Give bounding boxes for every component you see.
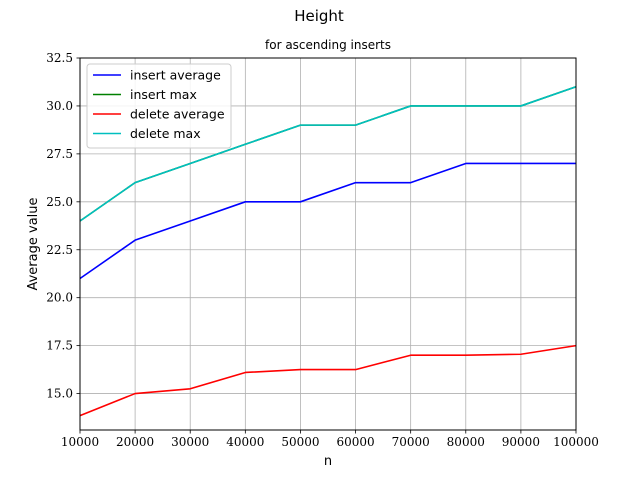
- x-tick-label: 60000: [336, 435, 374, 449]
- chart-title: Height: [294, 7, 344, 25]
- y-tick-label: 17.5: [46, 339, 73, 353]
- x-tick-label: 20000: [116, 435, 154, 449]
- x-tick-label: 70000: [392, 435, 430, 449]
- series-line-delete-average: [79, 344, 577, 417]
- x-axis-ticks: 10000 20000 30000 40000 50000 60000 70000 80000…: [61, 430, 599, 449]
- y-axis-ticks: 15.0 17.5 20.0 22.5 25.0 27.5 30.0 32.5: [46, 51, 80, 401]
- legend-label: delete max: [130, 126, 201, 141]
- series-line-insert-average: [79, 162, 576, 280]
- legend-label: insert max: [130, 87, 197, 102]
- x-tick-label: 30000: [171, 435, 209, 449]
- y-tick-label: 15.0: [46, 387, 73, 401]
- legend-box: [86, 63, 232, 149]
- chart-subtitle: for ascending inserts: [265, 38, 391, 52]
- legend-label: delete average: [130, 107, 225, 122]
- y-tick-label: 32.5: [46, 51, 73, 65]
- plot-frame: [79, 57, 577, 431]
- x-axis-label: n: [324, 454, 332, 469]
- y-tick-label: 25.0: [46, 195, 73, 209]
- series-line-delete-max: [79, 86, 577, 222]
- y-axis-label: Average value: [26, 197, 41, 290]
- y-tick-label: 22.5: [46, 243, 73, 257]
- legend: insert average insert max delete average de…: [86, 63, 232, 149]
- x-tick-label: 100000: [553, 435, 599, 449]
- y-tick-label: 20.0: [46, 291, 73, 305]
- legend-label: insert average: [130, 68, 221, 83]
- x-tick-label: 90000: [502, 435, 540, 449]
- x-tick-label: 50000: [281, 435, 319, 449]
- x-tick-label: 80000: [447, 435, 485, 449]
- y-tick-label: 27.5: [46, 147, 73, 161]
- series-lines: [79, 86, 577, 417]
- x-tick-label: 10000: [61, 435, 99, 449]
- x-tick-label: 40000: [226, 435, 264, 449]
- y-tick-label: 30.0: [46, 99, 73, 113]
